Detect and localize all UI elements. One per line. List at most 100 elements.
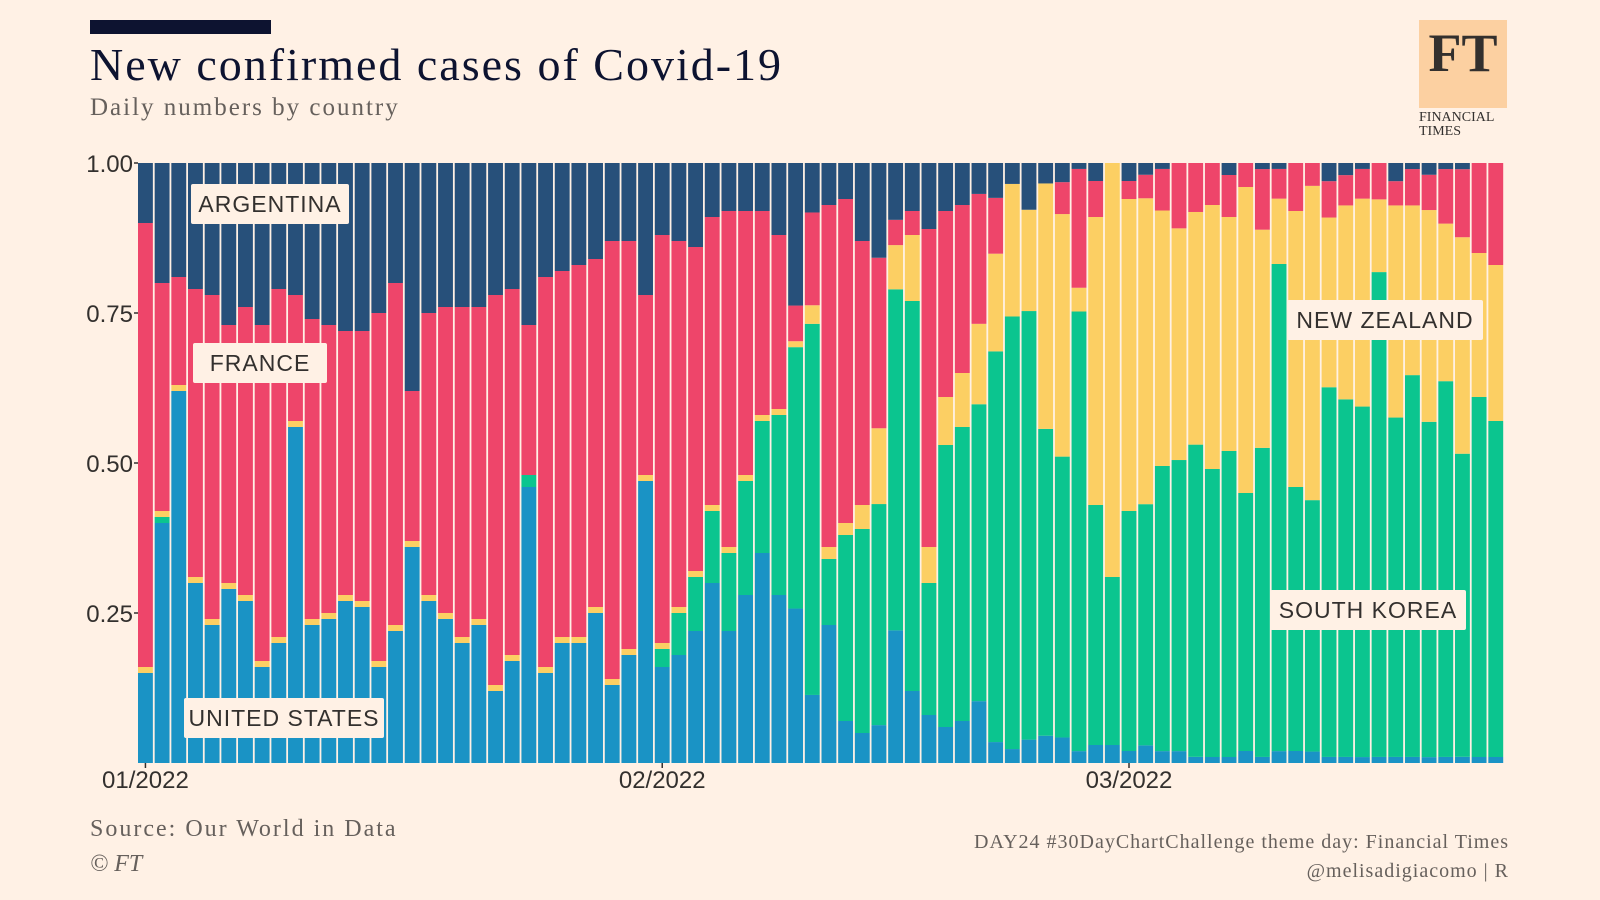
bar-segment-united-states (538, 673, 553, 763)
bar-segment-france (1154, 168, 1170, 211)
bar-segment-argentina (188, 163, 203, 289)
logo-caption-line2: TIMES (1419, 124, 1461, 139)
bar-segment-argentina (771, 163, 787, 235)
bar-segment-new-zealand (1004, 183, 1020, 317)
bar-segment-france (471, 307, 487, 619)
bar-segment-new-zealand (871, 428, 887, 505)
y-tick-label: 0.50 (86, 451, 133, 478)
bar-segment-united-states (454, 643, 470, 763)
bar-segment-united-states (854, 733, 870, 763)
bar-segment-south-korea (1004, 316, 1020, 750)
bar-segment-france (1488, 163, 1504, 265)
bar-segment-south-korea (754, 421, 770, 553)
bar-segment-united-states (1204, 757, 1220, 763)
bar-segment-united-states (138, 673, 153, 763)
bar-segment-france (954, 205, 970, 373)
bar-segment-argentina (1138, 163, 1154, 175)
bar-segment-new-zealand (321, 613, 337, 619)
bar-segment-united-states (1271, 751, 1287, 763)
bar-segment-south-korea (1038, 428, 1054, 736)
chart-title: New confirmed cases of Covid-19 (90, 39, 784, 90)
bar-segment-argentina (838, 163, 854, 199)
bar-segment-france (404, 391, 420, 541)
bar-segment-new-zealand (1088, 217, 1104, 505)
bar-segment-south-korea (704, 511, 720, 583)
bar-segment-south-korea (1021, 311, 1037, 740)
bar-segment-united-states (971, 701, 987, 763)
bars-layer (138, 163, 1504, 763)
bar-segment-united-states (604, 685, 620, 763)
bar-segment-south-korea (1354, 406, 1370, 758)
bar-segment-south-korea (821, 559, 837, 625)
bar-segment-united-states (354, 607, 370, 763)
bar-segment-united-states (904, 691, 920, 763)
bar-segment-france (538, 277, 553, 667)
bar-segment-south-korea (1104, 577, 1120, 745)
country-annotations: ARGENTINA FRANCE UNITED STATES NEW ZEALAND S… (184, 184, 1483, 738)
bar-segment-argentina (804, 163, 820, 213)
bar-segment-united-states (488, 691, 503, 763)
bar-segment-united-states (1054, 737, 1070, 763)
bar-segment-new-zealand (1204, 205, 1220, 469)
bar-segment-new-zealand (1054, 214, 1070, 457)
bar-segment-argentina (921, 163, 937, 229)
bar-segment-france (871, 257, 887, 429)
bar-segment-france (604, 241, 620, 679)
bar-segment-new-zealand (488, 685, 503, 691)
bar-segment-united-states (1088, 745, 1104, 763)
bar-segment-united-states (171, 391, 187, 763)
bar-segment-south-korea (1238, 493, 1254, 751)
bar-segment-france (1371, 163, 1387, 200)
bar-segment-argentina (521, 163, 537, 325)
bar-segment-new-zealand (971, 323, 987, 405)
bar-segment-south-korea (1438, 381, 1454, 757)
annotation-box (193, 343, 327, 383)
bar-segment-france (338, 331, 353, 595)
bar-segment-new-zealand (804, 305, 820, 324)
bar-segment-argentina (1404, 163, 1420, 170)
bar-segment-united-states (588, 613, 603, 763)
bar-segment-argentina (738, 163, 754, 211)
bar-segment-united-states (1421, 757, 1437, 763)
bar-segment-france (438, 307, 453, 613)
credit-line-1: DAY24 #30DayChartChallenge theme day: Fi… (974, 831, 1509, 853)
bar-segment-new-zealand (1371, 199, 1387, 273)
bar-segment-south-korea (1171, 460, 1187, 752)
bar-segment-united-states (1321, 756, 1337, 763)
bar-segment-argentina (638, 163, 653, 295)
bar-segment-france (788, 305, 804, 342)
bar-segment-france (921, 229, 937, 547)
bar-segment-south-korea (1154, 465, 1170, 752)
bar-segment-france (704, 217, 720, 505)
bar-segment-united-states (1338, 756, 1354, 763)
bar-segment-argentina (471, 163, 487, 307)
bar-segment-united-states (204, 625, 220, 763)
bar-segment-new-zealand (171, 385, 187, 391)
bar-segment-france (804, 212, 820, 306)
bar-segment-south-korea (1138, 504, 1154, 746)
bar-segment-united-states (1304, 751, 1320, 763)
bar-segment-united-states (1371, 756, 1387, 763)
bar-segment-new-zealand (238, 595, 253, 601)
bar-segment-new-zealand (771, 409, 787, 415)
bar-segment-new-zealand (621, 649, 637, 655)
chart-subtitle: Daily numbers by country (90, 94, 400, 121)
bar-segment-new-zealand (671, 607, 687, 613)
bar-segment-united-states (421, 601, 437, 763)
copyright-note: © FT (90, 851, 143, 877)
bar-segment-argentina (938, 163, 954, 211)
bar-segment-france (638, 295, 653, 475)
bar-segment-south-korea (654, 649, 670, 667)
bar-segment-new-zealand (838, 523, 854, 535)
bar-segment-south-korea (1271, 263, 1287, 752)
bar-segment-new-zealand (1221, 217, 1237, 451)
bar-segment-united-states (1354, 757, 1370, 763)
bar-segment-argentina (571, 163, 587, 265)
bar-segment-new-zealand (1071, 287, 1087, 312)
bar-segment-argentina (1221, 163, 1237, 175)
bar-segment-argentina (1154, 163, 1170, 169)
bar-segment-united-states (704, 583, 720, 763)
bar-segment-united-states (1238, 751, 1254, 763)
bar-segment-new-zealand (1488, 265, 1504, 421)
bar-segment-united-states (388, 631, 403, 763)
